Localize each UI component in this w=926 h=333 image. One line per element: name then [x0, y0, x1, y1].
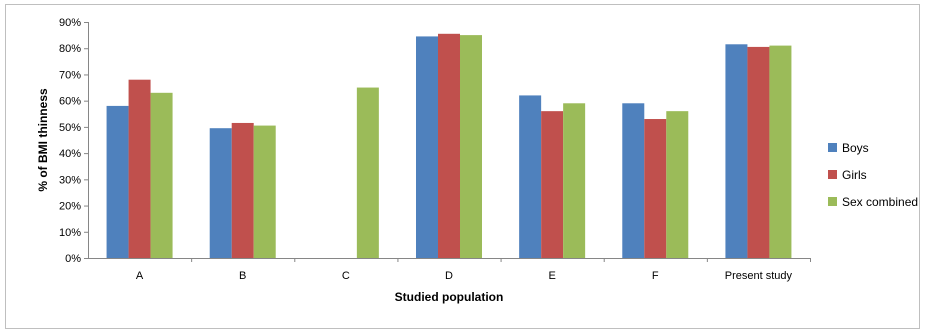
- x-axis-title: Studied population: [395, 290, 504, 304]
- legend-swatch: [828, 170, 837, 179]
- x-tick-label: D: [445, 270, 453, 282]
- bar-sex-combined: [563, 103, 586, 259]
- y-tick-label: 90%: [59, 17, 81, 29]
- y-axis-ticks: 0% 10% 20% 30% 40% 50% 60% 70% 80% 90%: [59, 17, 88, 265]
- bar-boys: [519, 95, 542, 258]
- x-tick-label: F: [652, 270, 659, 282]
- bar-boys: [622, 103, 645, 259]
- y-tick-label: 70%: [59, 69, 81, 81]
- x-tick-label: Present study: [725, 270, 793, 282]
- bar-girls: [747, 46, 770, 259]
- bar-sex-combined: [253, 125, 276, 258]
- y-tick-label: 30%: [59, 174, 81, 186]
- y-tick-label: 0%: [65, 253, 81, 265]
- bar-girls: [644, 119, 667, 259]
- bar-boys: [416, 36, 438, 258]
- legend-label: Boys: [842, 141, 869, 155]
- y-tick-label: 40%: [59, 148, 81, 160]
- bar-girls: [231, 122, 254, 258]
- x-tick-label: E: [548, 270, 555, 282]
- x-axis-ticks: A B C D E F Present study: [136, 258, 811, 282]
- legend-swatch: [828, 143, 837, 152]
- bar-sex-combined: [666, 111, 689, 259]
- bars: [106, 33, 792, 259]
- bar-sex-combined: [769, 45, 792, 258]
- legend-label: Sex combined: [842, 195, 918, 209]
- y-tick-label: 60%: [59, 96, 81, 108]
- legend-label: Girls: [842, 168, 867, 182]
- x-tick-label: A: [136, 270, 144, 282]
- bar-boys: [209, 128, 232, 258]
- legend: Boys Girls Sex combined: [828, 141, 918, 209]
- x-tick-label: B: [239, 270, 246, 282]
- bar-boys: [725, 44, 748, 259]
- y-tick-label: 10%: [59, 227, 81, 239]
- bar-sex-combined: [150, 92, 173, 258]
- bar-sex-combined: [356, 87, 379, 258]
- y-tick-label: 20%: [59, 201, 81, 213]
- bar-girls: [541, 111, 564, 259]
- y-tick-label: 50%: [59, 122, 81, 134]
- legend-swatch: [828, 197, 837, 206]
- bar-girls: [128, 79, 151, 258]
- bar-sex-combined: [460, 35, 482, 258]
- y-tick-label: 80%: [59, 43, 81, 55]
- y-axis-title: % of BMI thinness: [36, 88, 50, 192]
- bar-girls: [438, 33, 460, 258]
- bar-boys: [106, 105, 129, 259]
- x-tick-label: C: [342, 270, 350, 282]
